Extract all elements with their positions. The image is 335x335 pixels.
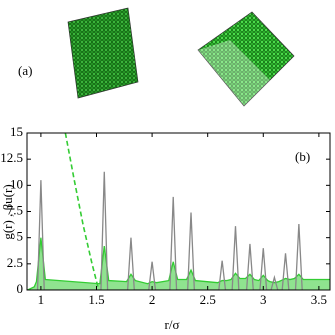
cube-left <box>67 7 139 99</box>
y-tick-label: 7.5 <box>7 202 23 217</box>
y-axis-label: g(r) , βu(r) <box>0 184 15 239</box>
y-tick-label: 2.5 <box>7 255 23 270</box>
line <box>36 171 303 290</box>
cube-right <box>197 11 295 107</box>
x-tick-label: 2 <box>149 292 156 307</box>
x-axis-label: r/σ <box>165 317 180 332</box>
x-tick-label: 2.5 <box>200 292 216 307</box>
x-tick-label: 1 <box>38 292 45 307</box>
y-tick-label: 12.5 <box>0 150 23 165</box>
cube-shade <box>68 8 138 98</box>
y-tick-label: 10 <box>10 176 23 191</box>
cube-shade <box>198 40 270 106</box>
panel-label: (a) <box>18 63 32 78</box>
y-tick-label: 5 <box>17 229 24 244</box>
x-tick-label: 1.5 <box>88 292 104 307</box>
chart: (b) r/σ g(r) , βu(r) 0 2.5 5 7.5 10 12.5 15 1 1.… <box>0 124 331 332</box>
x-tick-label: 3 <box>260 292 267 307</box>
panel-a: (a) <box>18 7 295 107</box>
annotation: (b) <box>295 149 310 164</box>
x-tick-label: 3.5 <box>311 292 327 307</box>
area <box>27 237 330 290</box>
y-tick-label: 0 <box>17 281 24 296</box>
y-tick-label: 15 <box>10 124 23 139</box>
line <box>64 133 100 290</box>
